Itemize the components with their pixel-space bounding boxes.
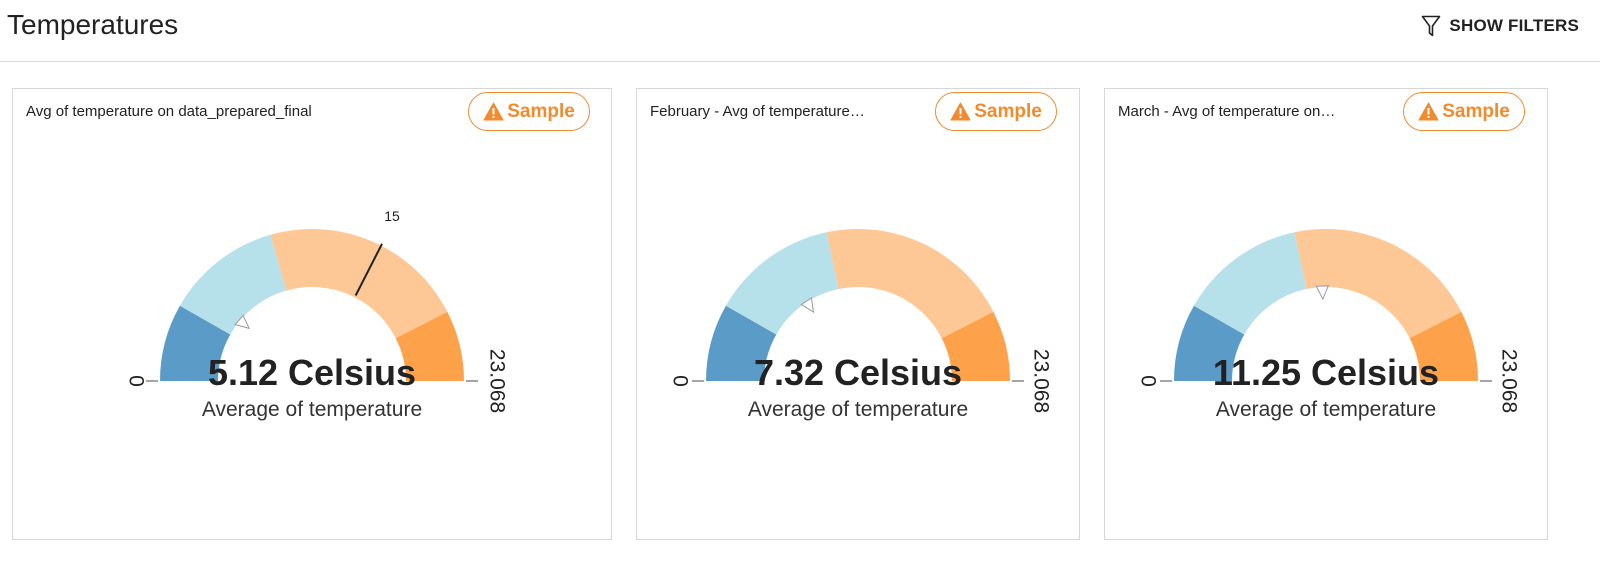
sample-badge[interactable]: Sample — [1403, 92, 1525, 131]
sample-badge-label: Sample — [974, 100, 1042, 122]
gauge-value-label: 11.25 Celsius — [1213, 352, 1439, 393]
warning-icon — [950, 102, 971, 121]
gauge-band-2 — [1193, 232, 1307, 335]
gauge-value-pointer — [800, 297, 815, 314]
sample-badge[interactable]: Sample — [468, 92, 590, 131]
funnel-icon — [1422, 15, 1441, 37]
gauge-band-4 — [1409, 311, 1478, 381]
sample-badge-label: Sample — [1442, 100, 1510, 122]
gauge-value-pointer — [1315, 285, 1330, 301]
gauge-band-3 — [826, 229, 994, 339]
gauge-bands — [160, 229, 464, 381]
gauge-min-label: 0 — [124, 375, 147, 387]
gauge-target-line — [354, 243, 383, 296]
gauge-bands — [1174, 229, 1478, 381]
gauge-max-label: 23.068 — [1029, 349, 1052, 413]
gauge-chart: 0 23.068 15 5.12 Celsius Average of temp… — [124, 208, 508, 421]
gauge-subtitle: Average of temperature — [1216, 398, 1436, 421]
gauge-min-label: 0 — [1136, 375, 1159, 387]
gauge-band-1 — [706, 305, 777, 381]
gauge-chart: 0 23.068 7.32 Celsius Average of tempera… — [668, 229, 1052, 421]
page-header: Temperatures SHOW FILTERS — [0, 0, 1600, 62]
gauge-max-label: 23.068 — [485, 349, 508, 413]
gauge-band-4 — [395, 311, 464, 381]
gauge-band-1 — [160, 305, 231, 381]
gauge-value-label: 5.12 Celsius — [208, 352, 416, 393]
gauge-band-3 — [1294, 229, 1462, 339]
gauge-marks — [692, 297, 1024, 382]
gauge-bands — [706, 229, 1010, 381]
gauge-subtitle: Average of temperature — [748, 398, 968, 421]
gauge-band-1 — [1174, 305, 1245, 381]
chart-card-2[interactable]: February - Avg of temperature… Sample 0 … — [636, 88, 1080, 540]
chart-card-1[interactable]: Avg of temperature on data_prepared_fina… — [12, 88, 612, 540]
gauge-target-label: 15 — [384, 208, 400, 224]
page-title: Temperatures — [7, 9, 179, 40]
gauge-band-2 — [179, 234, 287, 335]
gauge-min-label: 0 — [668, 375, 691, 387]
gauge-band-4 — [941, 311, 1010, 381]
gauge-max-label: 23.068 — [1497, 349, 1520, 413]
gauge-band-2 — [725, 232, 839, 335]
gauge-band-3 — [270, 229, 448, 339]
sample-badge[interactable]: Sample — [935, 92, 1057, 131]
gauge-subtitle: Average of temperature — [202, 398, 422, 421]
show-filters-label: SHOW FILTERS — [1449, 16, 1579, 35]
warning-icon — [483, 102, 504, 121]
gauge-value-pointer — [234, 314, 251, 330]
sample-badge-label: Sample — [507, 100, 575, 122]
warning-icon — [1418, 102, 1439, 121]
gauge-marks — [146, 243, 478, 382]
show-filters-button[interactable]: SHOW FILTERS — [1421, 14, 1579, 38]
chart-card-3[interactable]: March - Avg of temperature on… Sample 0 … — [1104, 88, 1548, 540]
gauge-chart: 0 23.068 11.25 Celsius Average of temper… — [1136, 229, 1520, 421]
gauge-marks — [1160, 285, 1492, 382]
gauge-value-label: 7.32 Celsius — [754, 352, 962, 393]
